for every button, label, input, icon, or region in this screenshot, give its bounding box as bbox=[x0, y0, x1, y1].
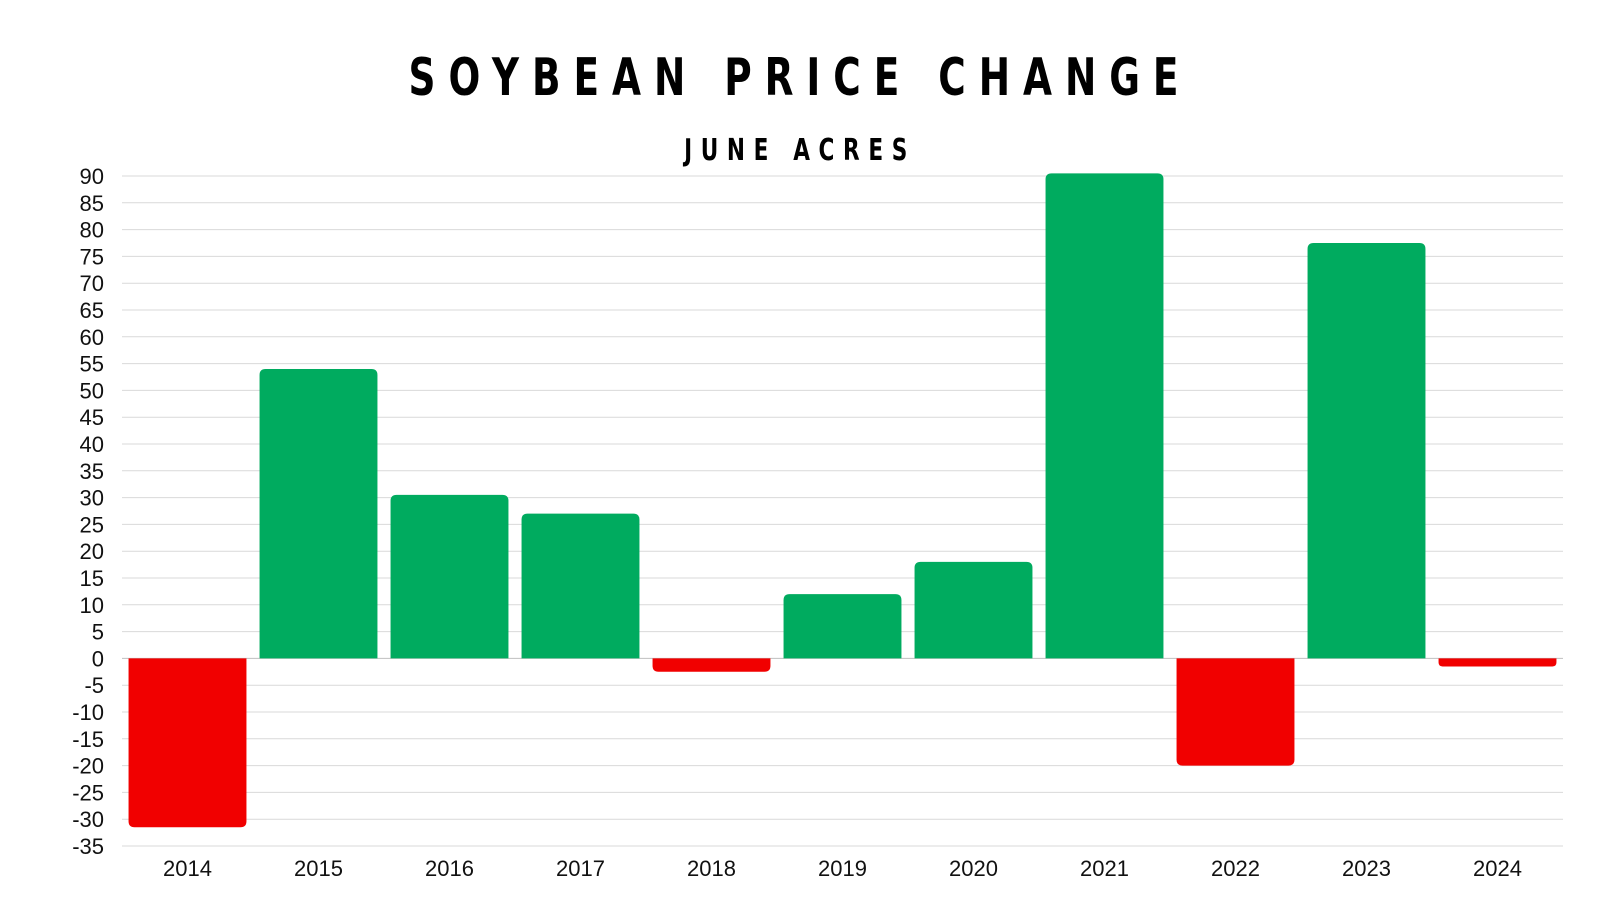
bar-2021 bbox=[1045, 173, 1164, 659]
y-tick-label: -25 bbox=[72, 780, 104, 805]
y-tick-label: 0 bbox=[92, 646, 104, 671]
y-tick-label: 55 bbox=[80, 352, 104, 377]
x-tick-label: 2019 bbox=[818, 856, 867, 881]
y-tick-label: 50 bbox=[80, 378, 104, 403]
y-tick-label: 60 bbox=[80, 325, 104, 350]
y-tick-label: 30 bbox=[80, 486, 104, 511]
bar-2023 bbox=[1307, 243, 1426, 659]
bar-2024 bbox=[1438, 658, 1557, 667]
bars bbox=[128, 173, 1557, 828]
y-tick-label: 80 bbox=[80, 218, 104, 243]
x-tick-label: 2015 bbox=[294, 856, 343, 881]
x-tick-label: 2014 bbox=[163, 856, 212, 881]
y-tick-label: 75 bbox=[80, 244, 104, 269]
y-tick-label: -35 bbox=[72, 834, 104, 859]
bar-2019 bbox=[783, 594, 902, 659]
bar-2017 bbox=[521, 513, 640, 659]
x-tick-label: 2017 bbox=[556, 856, 605, 881]
y-tick-label: 85 bbox=[80, 191, 104, 216]
y-tick-label: 90 bbox=[80, 164, 104, 189]
y-tick-label: 45 bbox=[80, 405, 104, 430]
x-tick-label: 2024 bbox=[1473, 856, 1522, 881]
y-tick-label: 40 bbox=[80, 432, 104, 457]
x-tick-label: 2023 bbox=[1342, 856, 1391, 881]
bar-2020 bbox=[914, 561, 1033, 659]
bar-2014 bbox=[128, 658, 247, 828]
y-tick-label: -10 bbox=[72, 700, 104, 725]
y-tick-label: -5 bbox=[84, 673, 104, 698]
x-tick-label: 2018 bbox=[687, 856, 736, 881]
y-tick-label: 25 bbox=[80, 512, 104, 537]
bar-2018 bbox=[652, 658, 771, 672]
y-tick-label: -15 bbox=[72, 727, 104, 752]
y-tick-label: 65 bbox=[80, 298, 104, 323]
y-tick-label: 20 bbox=[80, 539, 104, 564]
x-axis-ticks: 2014 2015 2016 2017 2018 2019 2020 2021 2022 2023… bbox=[163, 856, 1522, 881]
x-tick-label: 2016 bbox=[425, 856, 474, 881]
y-tick-label: -20 bbox=[72, 754, 104, 779]
y-tick-label: 15 bbox=[80, 566, 104, 591]
y-tick-label: 35 bbox=[80, 459, 104, 484]
chart-title: SOYBEAN PRICE CHANGE bbox=[408, 48, 1192, 108]
x-tick-label: 2022 bbox=[1211, 856, 1260, 881]
y-tick-label: 70 bbox=[80, 271, 104, 296]
bar-2015 bbox=[259, 368, 378, 659]
bar-2016 bbox=[390, 494, 509, 659]
x-tick-label: 2020 bbox=[949, 856, 998, 881]
y-tick-label: 10 bbox=[80, 593, 104, 618]
y-tick-label: 5 bbox=[92, 620, 104, 645]
y-tick-label: -30 bbox=[72, 807, 104, 832]
chart-subtitle: JUNE ACRES bbox=[684, 133, 916, 168]
bar-2022 bbox=[1176, 658, 1295, 766]
y-axis-ticks: -35-30-25-20-15-10-505101520253035404550… bbox=[72, 164, 104, 859]
x-tick-label: 2021 bbox=[1080, 856, 1129, 881]
